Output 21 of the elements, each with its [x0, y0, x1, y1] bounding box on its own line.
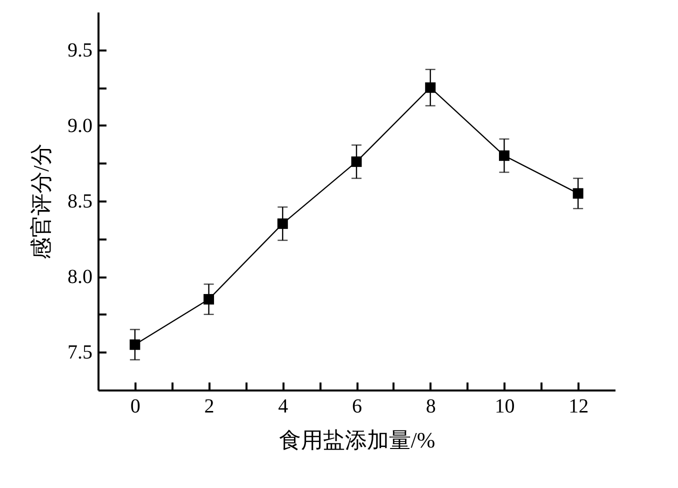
point — [572, 188, 584, 199]
y-tick-label: 7.5 — [68, 342, 92, 364]
x-tick-label: 12 — [568, 396, 589, 418]
point — [425, 82, 436, 93]
x-tick-label: 2 — [204, 396, 214, 418]
y-tick-label: 8.0 — [68, 266, 92, 288]
point — [130, 339, 140, 350]
point — [277, 218, 288, 229]
x-tick-label: 0 — [130, 396, 140, 418]
x-tick-label: 10 — [494, 396, 515, 418]
x-tick-label: 4 — [278, 396, 288, 418]
x-axis-title: 食用盐添加量/% — [278, 428, 436, 452]
x-tick-label: 8 — [426, 396, 436, 418]
y-tick-label: 9.5 — [68, 39, 92, 62]
x-tick-label: 6 — [352, 396, 362, 418]
point — [351, 156, 362, 167]
y-axis-title: 感官评分/分 — [28, 143, 54, 260]
y-tick-label: 8.5 — [68, 190, 92, 212]
y-tick-label: 9.0 — [68, 114, 92, 137]
point — [498, 150, 510, 161]
point — [204, 294, 214, 305]
